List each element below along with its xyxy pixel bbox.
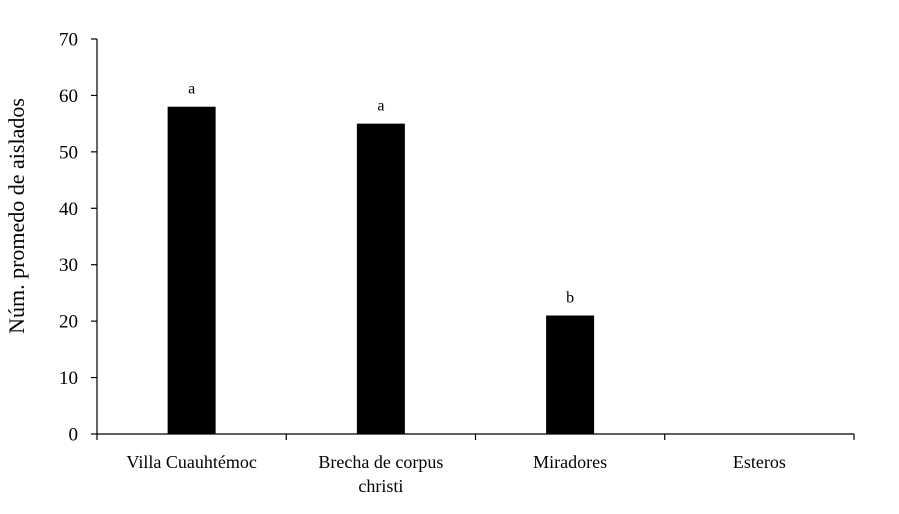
y-tick-label: 70	[59, 30, 78, 51]
data-label: b	[566, 290, 574, 307]
bar	[167, 106, 216, 434]
bar	[546, 315, 595, 434]
y-tick-label: 10	[59, 368, 78, 389]
y-tick-label: 20	[59, 312, 78, 333]
y-axis-title: Núm. promedo de aislados	[4, 98, 29, 334]
x-category-label: Esteros	[733, 452, 786, 472]
data-label: a	[377, 98, 384, 115]
y-tick-label: 60	[59, 86, 78, 107]
y-tick-label: 40	[59, 199, 78, 220]
bar	[356, 123, 405, 435]
y-tick-label: 50	[59, 142, 78, 163]
x-category-label: Miradores	[533, 452, 607, 472]
y-tick-label: 0	[69, 425, 79, 446]
x-category-label: Villa Cuauhtémoc	[126, 452, 256, 472]
data-label: a	[188, 81, 195, 98]
x-category-label: Brecha de corpus	[318, 452, 443, 472]
x-category-label: christi	[358, 476, 403, 496]
y-tick-label: 30	[59, 255, 78, 276]
